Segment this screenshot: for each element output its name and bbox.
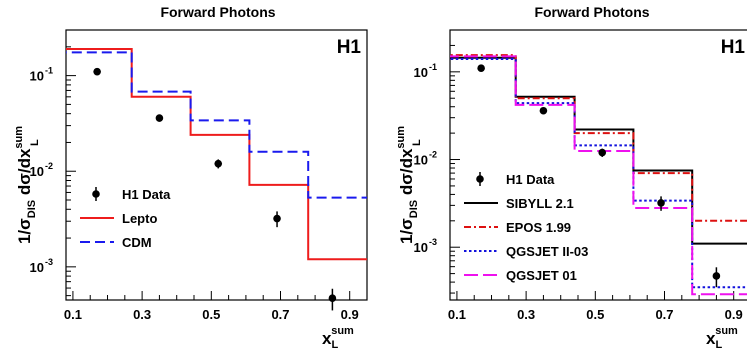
panel-1-ytick-label: 10: [30, 164, 44, 179]
panel-1-ylabel: 1/σDIS dσ/dxsum L: [13, 126, 41, 244]
panel-2-ytick-exponent: -2: [429, 150, 437, 160]
panel-1-data-point: [155, 114, 164, 122]
panel-2-legend-label-data: H1 Data: [506, 172, 555, 187]
panel-2-legend-label-2: QGSJET II-03: [506, 244, 588, 259]
panel-1-xlabel-sup: sum: [331, 325, 354, 337]
panel-1-ytick-exponent: -2: [45, 161, 53, 171]
panel-1-ytick-label: 10: [30, 260, 44, 275]
panel-1-xtick-label: 0.1: [64, 307, 82, 322]
panel-2-series-1: [450, 54, 747, 222]
panel-1-title: Forward Photons: [160, 4, 275, 20]
panel-2-data-point: [477, 64, 485, 73]
panel-2-ytick-exponent: -3: [429, 237, 437, 247]
panel-1-ylabel-sub: DIS: [26, 200, 38, 218]
panel-2-ylabel-mid: dσ/dx: [397, 148, 416, 200]
panel-1-xtick-label: 0.7: [271, 307, 289, 322]
panel-2-title: Forward Photons: [534, 4, 649, 20]
panel-1-data-point: [214, 159, 223, 168]
panel-2-xtick-label: 0.9: [725, 307, 743, 322]
panel-1-legend-label-0: Lepto: [122, 211, 157, 226]
panel-1-ylabel-sub2: L: [29, 139, 41, 146]
panel-1-series-0: [66, 48, 367, 261]
panel-2-frame: [449, 29, 747, 301]
panel-2-legend-label-3: QGSJET 01: [506, 268, 577, 283]
panel-2-ylabel-sup: sum: [395, 126, 407, 149]
panel-1-ylabel-sup: sum: [13, 126, 25, 149]
panel-2: Forward Photons 1/σDIS dσ/dxsum L xLsum 0…: [395, 4, 747, 351]
panel-1-ylabel-main: 1/σ: [15, 218, 34, 244]
panel-1-plot: 0.1 0.3 0.5 0.7 0.910-110-210 -3H1 DataLeptoC…: [30, 29, 368, 322]
panel-2-xlabel-main: x: [706, 329, 716, 348]
panel-2-ylabel-main: 1/σ: [397, 218, 416, 244]
panel-1-data-point: [93, 67, 101, 76]
panel-2-xtick-label: 0.7: [655, 307, 673, 322]
panel-2-legend-label-0: SIBYLL 2.1: [506, 196, 574, 211]
panel-2-ytick-label: 10: [414, 153, 428, 168]
panel-2-legend-label-1: EPOS 1.99: [506, 220, 571, 235]
panel-1-legend-label-1: CDM: [122, 235, 152, 250]
panel-1-xtick-label: 0.3: [133, 307, 151, 322]
panel-2-ytick-label: 10: [414, 65, 428, 80]
panel-1-data-point: [273, 214, 281, 223]
panel-1-xlabel: xLsum: [322, 325, 354, 351]
panel-1-ytick-exponent: -3: [45, 257, 53, 267]
panel-2-ytick-exponent: -1: [429, 62, 437, 72]
panel-1-xlabel-main: x: [322, 329, 332, 348]
panel-1-xlabel-sub: L: [331, 339, 338, 351]
panel-2-data-point: [657, 199, 665, 207]
svg-text:xLsum: xLsum: [322, 325, 354, 351]
panel-1-frame: [65, 29, 368, 301]
panel-1-xtick-label: 0.5: [202, 307, 220, 322]
panel-1-legend-label-data: H1 Data: [122, 187, 171, 202]
panel-1-tag: H1: [337, 37, 362, 58]
svg-text:xLsum: xLsum: [706, 325, 738, 351]
panel-2-data-point: [539, 106, 548, 115]
panel-2-ylabel-sub: DIS: [408, 200, 420, 218]
panel-1-ytick-exponent: -1: [45, 66, 53, 76]
panel-1: Forward Photons 1/σDIS dσ/dxsum L xLsum 0…: [13, 4, 368, 351]
panel-2-xlabel-sup: sum: [715, 325, 738, 337]
panel-2-ylabel-sub2: L: [411, 139, 423, 146]
panel-2-plot: 0.1 0.3 0.5 0.7 0.910-110-210 -3H1 DataSIBYLL…: [414, 29, 747, 322]
panel-2-tag: H1: [721, 37, 746, 58]
panel-2-xtick-label: 0.3: [517, 307, 535, 322]
panel-1-series-1: [66, 51, 367, 199]
panel-1-ylabel-mid: dσ/dx: [15, 148, 34, 200]
panel-2-ytick-label: 10: [414, 240, 428, 255]
panel-2-xtick-label: 0.5: [586, 307, 604, 322]
panel-2-series-0: [450, 56, 747, 245]
panel-1-data-point: [328, 294, 337, 302]
panel-2-xlabel: xLsum: [706, 325, 738, 351]
panel-2-xtick-label: 0.1: [448, 307, 466, 322]
panel-2-xlabel-sub: L: [715, 339, 722, 351]
panel-2-data-point: [598, 148, 607, 157]
panel-2-ylabel: 1/σDIS dσ/dxsum L: [395, 126, 423, 244]
panel-1-ytick-label: 10: [30, 69, 44, 84]
panel-2-data-point: [712, 272, 721, 280]
panel-1-xtick-label: 0.9: [341, 307, 359, 322]
